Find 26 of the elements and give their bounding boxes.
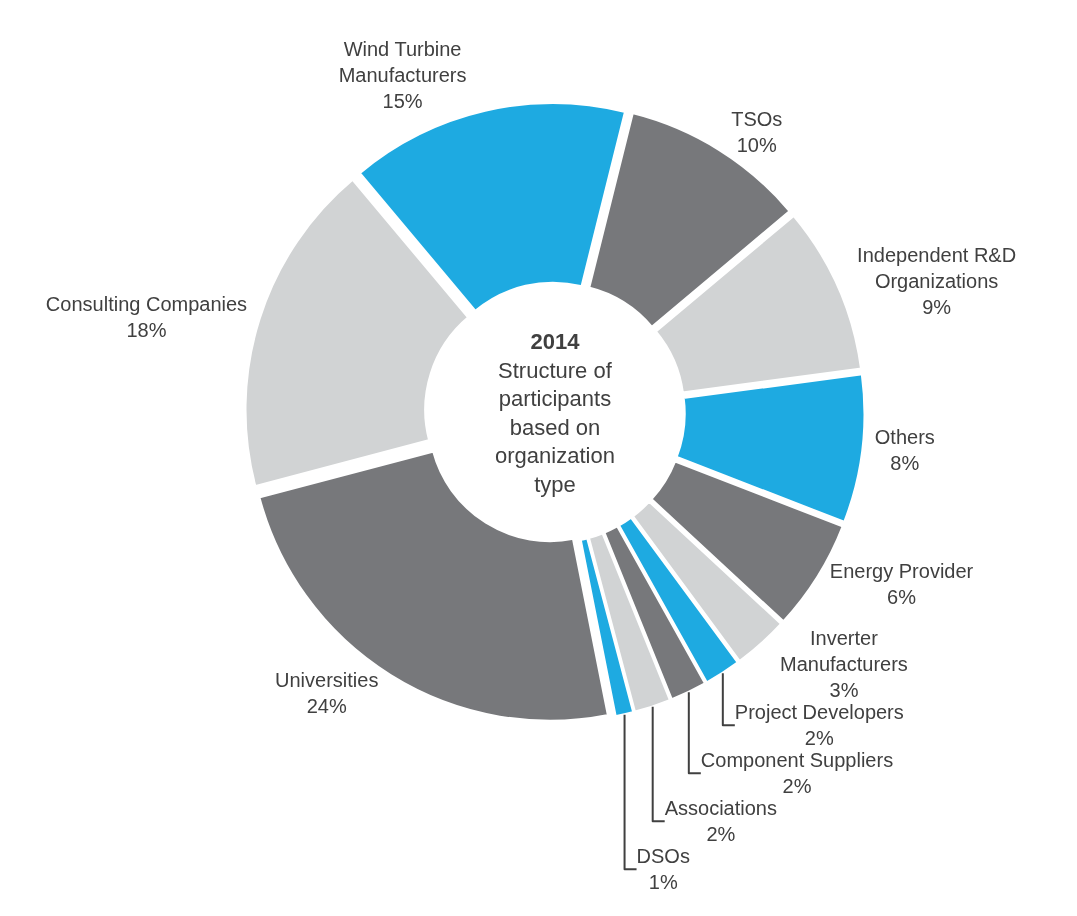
data-label: 15% — [382, 90, 423, 113]
text: 2014 — [530, 329, 581, 354]
data-label: 24% — [306, 694, 347, 717]
slice-label: Others — [874, 425, 935, 448]
data-label: 10% — [736, 134, 777, 157]
slice-label: TSOs — [731, 108, 783, 131]
slice-label: Project Developers — [734, 701, 904, 724]
data-label: 1% — [648, 871, 678, 894]
slice-label: Consulting Companies — [45, 292, 248, 315]
slice-label: Universities — [275, 668, 379, 691]
data-label: 6% — [887, 585, 917, 608]
slice-label: Wind Turbine Manufacturers — [338, 38, 467, 87]
slice-label: Inverter Manufacturers — [780, 627, 908, 676]
data-label: 9% — [922, 296, 952, 319]
data-label: 3% — [829, 679, 859, 702]
text: Structure of participants based on organization type — [495, 357, 615, 497]
slice-label: Energy Provider — [829, 559, 974, 582]
slice-label: Associations — [664, 797, 777, 820]
data-label: 8% — [890, 451, 920, 474]
data-label: 18% — [126, 318, 167, 341]
slice-label: Component Suppliers — [700, 749, 894, 772]
data-label: 2% — [706, 823, 736, 846]
slice-label: Independent R&D Organizations — [857, 244, 1017, 293]
data-label: 2% — [782, 775, 812, 798]
data-label: 2% — [804, 727, 834, 750]
slice-label: DSOs — [636, 845, 690, 868]
